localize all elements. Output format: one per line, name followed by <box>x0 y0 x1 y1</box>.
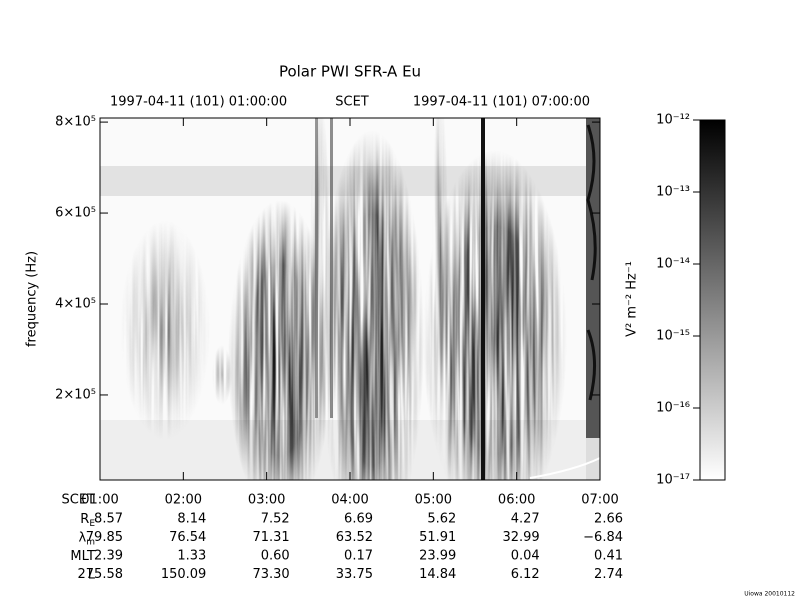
colorbar-label: V² m⁻² Hz⁻¹ <box>625 261 640 337</box>
ephemeris-value: 4.27 <box>511 512 540 527</box>
ephemeris-row-label: MLT <box>70 549 95 564</box>
top-label: 1997-04-11 (101) 07:00:00 <box>413 95 590 110</box>
ephemeris-value: 150.09 <box>161 567 207 582</box>
ephemeris-value: 23.99 <box>419 549 456 564</box>
ephemeris-row-label-main: λ <box>79 530 87 545</box>
footer: Uiowa 20010112 <box>744 591 795 598</box>
ephemeris-value: 7.52 <box>261 512 290 527</box>
x-tick-label: 02:00 <box>165 493 202 508</box>
colorbar-tick-label: 10⁻¹⁵ <box>656 329 690 344</box>
ephemeris-value: 275.58 <box>78 567 124 582</box>
ephemeris-row-label-sub: m <box>86 537 95 547</box>
ephemeris-row-label: λm <box>79 530 95 547</box>
ephemeris-value: 2.39 <box>94 549 123 564</box>
ephemeris-header: SCET <box>62 493 96 508</box>
x-tick-label: 06:00 <box>498 493 535 508</box>
ephemeris-value: 2.74 <box>594 567 623 582</box>
colorbar-tick-label: 10⁻¹² <box>656 113 690 128</box>
top-label: 1997-04-11 (101) 01:00:00 <box>110 95 287 110</box>
y-tick-label: 8×10⁵ <box>55 115 96 130</box>
spectrogram-image <box>100 118 600 480</box>
ephemeris-row-label-sub: E <box>89 519 95 529</box>
ephemeris-value: 14.84 <box>419 567 456 582</box>
top-label: SCET <box>335 95 369 110</box>
ephemeris-value: 32.99 <box>502 530 539 545</box>
y-axis-label: frequency (Hz) <box>25 251 40 347</box>
colorbar <box>699 119 726 481</box>
ephemeris-value: 6.69 <box>344 512 373 527</box>
ephemeris-row-label: RE <box>80 512 95 529</box>
x-tick-label: 03:00 <box>248 493 285 508</box>
ephemeris-value: 1.33 <box>177 549 206 564</box>
colorbar-tick-label: 10⁻¹⁷ <box>656 473 690 488</box>
ephemeris-row-label-main: MLT <box>70 549 95 564</box>
ephemeris-value: −6.84 <box>583 530 623 545</box>
ephemeris-row-label: L <box>88 567 96 582</box>
ephemeris-value: 0.60 <box>261 549 290 564</box>
colorbar-tick-label: 10⁻¹³ <box>656 185 690 200</box>
ephemeris-value: 33.75 <box>336 567 373 582</box>
ephemeris-value: 2.66 <box>594 512 623 527</box>
x-tick-label: 05:00 <box>415 493 452 508</box>
y-tick-label: 2×10⁵ <box>55 387 96 402</box>
colorbar-tick-label: 10⁻¹⁶ <box>656 401 690 416</box>
ephemeris-value: 71.31 <box>252 530 289 545</box>
x-tick-label: 07:00 <box>581 493 618 508</box>
y-tick-label: 6×10⁵ <box>55 206 96 221</box>
ephemeris-value: 0.41 <box>594 549 623 564</box>
ephemeris-value: 0.17 <box>344 549 373 564</box>
ephemeris-value: 51.91 <box>419 530 456 545</box>
chart-title: Polar PWI SFR-A Eu <box>279 63 421 81</box>
ephemeris-value: 0.04 <box>511 549 540 564</box>
ephemeris-row-label-main: L <box>88 567 96 582</box>
y-tick-label: 4×10⁵ <box>55 297 96 312</box>
ephemeris-value: 73.30 <box>252 567 289 582</box>
ephemeris-value: 6.12 <box>511 567 540 582</box>
ephemeris-value: 8.57 <box>94 512 123 527</box>
ephemeris-value: 5.62 <box>427 512 456 527</box>
ephemeris-row-label-main: R <box>80 512 89 527</box>
x-tick-label: 04:00 <box>331 493 368 508</box>
colorbar-tick-label: 10⁻¹⁴ <box>656 257 690 272</box>
ephemeris-value: 76.54 <box>169 530 206 545</box>
ephemeris-value: 63.52 <box>336 530 373 545</box>
ephemeris-value: 8.14 <box>177 512 206 527</box>
ephemeris-value: 79.85 <box>86 530 123 545</box>
x-tick-label: 01:00 <box>81 493 118 508</box>
